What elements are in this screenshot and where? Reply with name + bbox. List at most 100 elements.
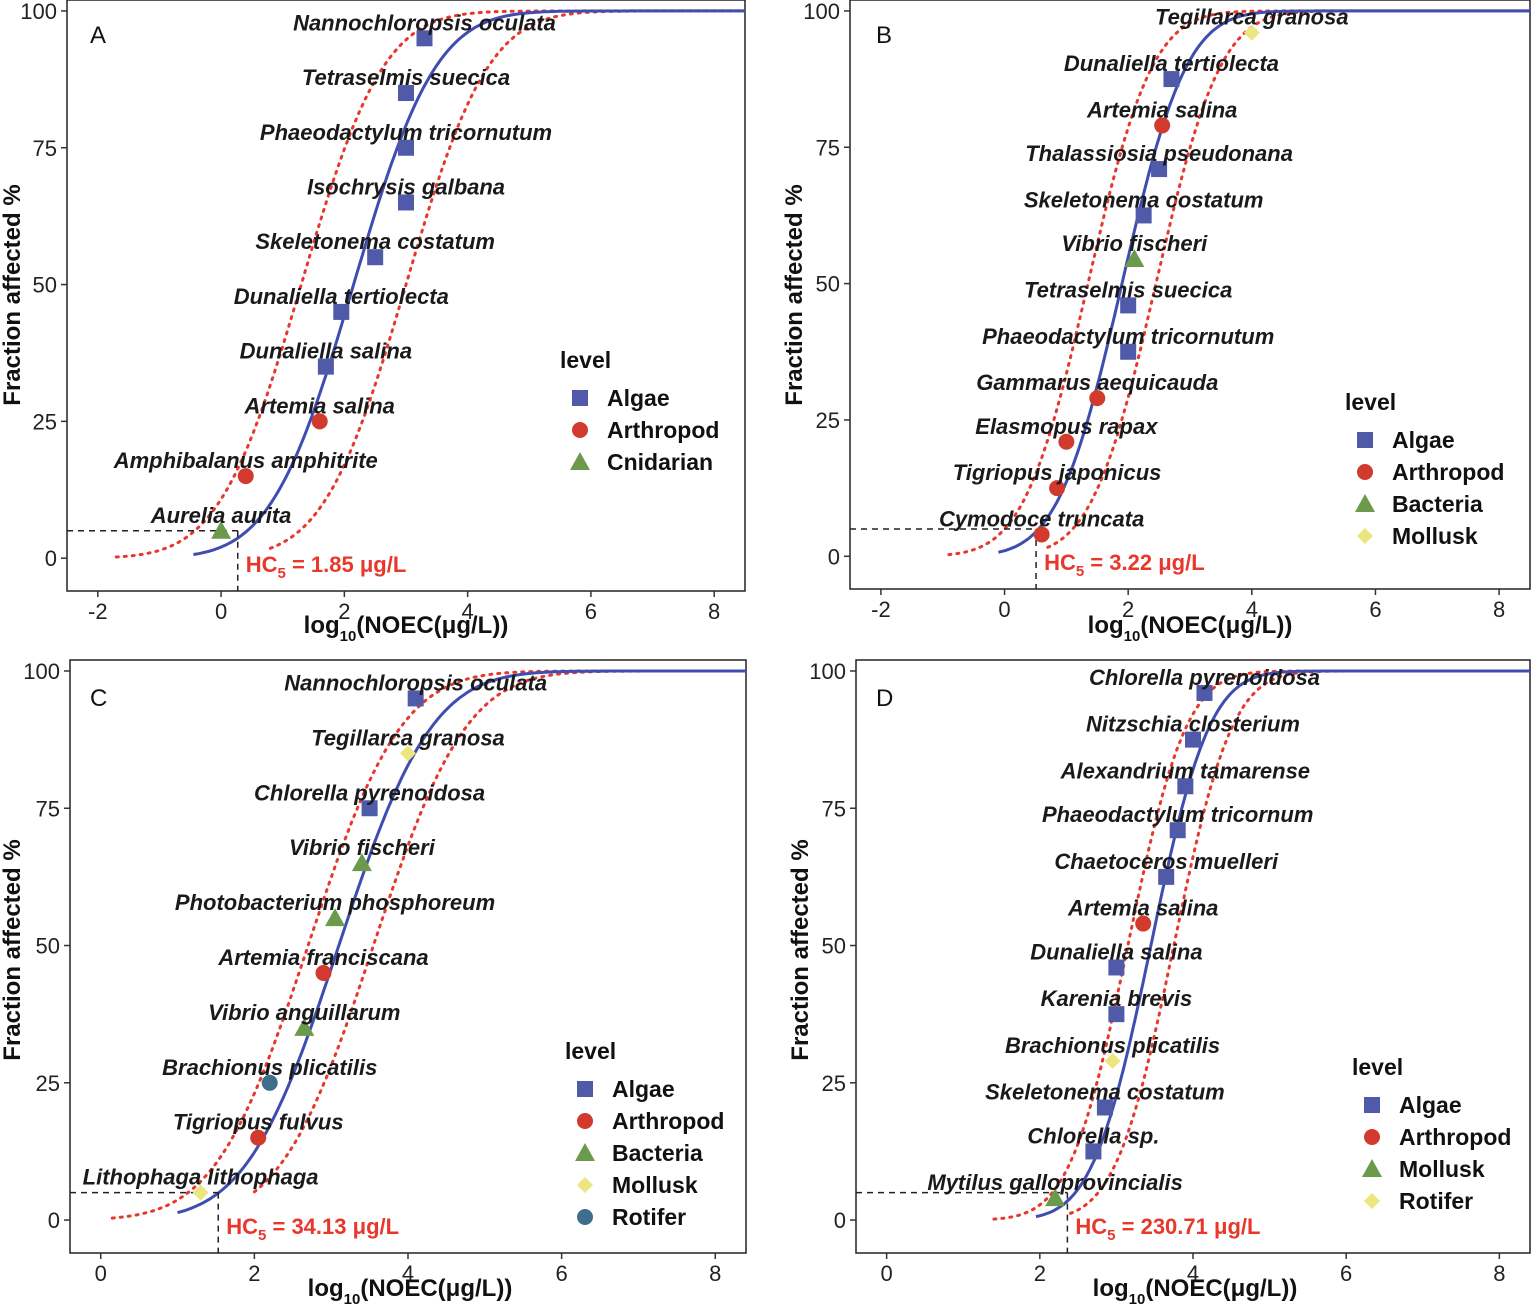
- data-point: [1108, 959, 1125, 976]
- species-label: Dunaliella salina: [240, 339, 412, 364]
- legend-label: Algae: [612, 1076, 675, 1102]
- species-label: Chlorella pyrenoidosa: [254, 780, 485, 805]
- data-point: [1045, 1188, 1066, 1207]
- curves: [992, 669, 1530, 1221]
- legend-marker: [1357, 432, 1373, 448]
- data-point: [1158, 868, 1175, 885]
- y-tick-label: 25: [33, 409, 57, 434]
- species-label: Tetraselmis suecica: [302, 65, 510, 90]
- y-tick-label: 100: [809, 659, 846, 684]
- species-label: Tigriopus fulvus: [173, 1110, 344, 1135]
- legend-label: Mollusk: [1392, 523, 1478, 549]
- legend-label: Rotifer: [612, 1204, 686, 1230]
- species-label: Thalassiosia pseudonana: [1025, 141, 1293, 166]
- x-tick-label: 0: [998, 597, 1010, 622]
- species-label: Chlorella pyrenoidosa: [1089, 665, 1320, 690]
- x-tick-label: 4: [402, 1261, 414, 1286]
- species-label: Brachionus plicatilis: [1005, 1033, 1220, 1058]
- species-label: Elasmopus rapax: [975, 414, 1158, 439]
- panel-letter: B: [876, 22, 892, 49]
- legend-label: Algae: [1392, 427, 1455, 453]
- fit-curve: [177, 669, 746, 1215]
- fit-curve: [998, 9, 1530, 554]
- data-point: [1154, 117, 1171, 134]
- plot-frame: [849, 0, 1531, 590]
- data-point: [237, 468, 254, 485]
- species-label: Artemia salina: [244, 393, 395, 418]
- species-label: Artemia franciscana: [217, 945, 428, 970]
- fit-curve: [1035, 669, 1530, 1219]
- data-point: [1120, 297, 1137, 314]
- data-point: [1104, 1052, 1121, 1069]
- data-point: [1135, 207, 1152, 224]
- hc5-label: HC5 = 3.22 μg/L: [1044, 550, 1205, 580]
- data-point: [1196, 684, 1213, 701]
- x-tick-label: 2: [1034, 1261, 1046, 1286]
- y-tick-label: 0: [48, 1208, 60, 1233]
- species-label: Aurelia aurita: [150, 503, 292, 528]
- data-point: [250, 1129, 267, 1146]
- data-point: [1058, 433, 1075, 450]
- legend-marker: [572, 422, 588, 438]
- data-point: [1049, 480, 1066, 497]
- species-label: Lithophaga lithophaga: [83, 1165, 319, 1190]
- panel-letter: D: [876, 685, 893, 712]
- species-label: Vibrio fischeri: [1061, 231, 1208, 256]
- legend-label: Arthropod: [612, 1108, 724, 1134]
- y-axis-label: Fraction affected %: [787, 839, 814, 1060]
- legend: level Algae Arthropod Mollusk Rotifer: [1352, 1054, 1511, 1214]
- species-label: Gammarus aequicauda: [976, 370, 1218, 395]
- species-label: Brachionus plicatilis: [162, 1055, 377, 1080]
- legend-marker: [1364, 1097, 1380, 1113]
- y-tick-label: 50: [36, 934, 60, 959]
- data-point: [325, 908, 346, 927]
- panel-letter: C: [90, 685, 107, 712]
- x-tick-label: 0: [881, 1261, 893, 1286]
- legend-marker: [572, 390, 588, 406]
- data-point: [333, 303, 350, 320]
- x-axis-label: log10(NOEC(μg/L)): [304, 612, 509, 645]
- x-tick-label: 0: [95, 1261, 107, 1286]
- data-point: [361, 800, 378, 817]
- data-point: [1124, 249, 1145, 268]
- legend-title: level: [1345, 389, 1396, 415]
- data-point: [367, 249, 384, 266]
- legend-marker: [1364, 1129, 1380, 1145]
- species-label: Nitzschia closterium: [1086, 712, 1300, 737]
- data-point: [1151, 161, 1168, 178]
- species-label: Karenia brevis: [1041, 986, 1193, 1011]
- data-point: [1089, 390, 1106, 407]
- species-label: Phaeodactylum tricornutum: [982, 324, 1274, 349]
- species-label: Phaeodactylum tricornum: [1042, 802, 1313, 827]
- y-tick-label: 75: [816, 135, 840, 160]
- species-label: Vibrio fischeri: [289, 835, 436, 860]
- y-tick-label: 0: [834, 1208, 846, 1233]
- legend-label: Arthropod: [1392, 459, 1504, 485]
- panel-a: 0 25 50 75 100 -2 0 2 4 6 8 Fraction affected % log1…: [0, 0, 746, 645]
- y-tick-label: 75: [822, 796, 846, 821]
- legend-marker: [577, 1209, 593, 1225]
- legend-label: Mollusk: [612, 1172, 698, 1198]
- data-point: [1185, 731, 1201, 748]
- species-label: Tegillarca granosa: [311, 725, 505, 750]
- x-tick-label: 4: [462, 599, 474, 624]
- legend-title: level: [1352, 1054, 1403, 1080]
- data-point: [400, 745, 416, 762]
- x-tick-label: 8: [1493, 1261, 1505, 1286]
- species-label: Dunaliella tertiolecta: [1064, 51, 1279, 76]
- data-point: [315, 964, 332, 981]
- species-label: Nannochloropsis oculata: [284, 670, 547, 695]
- species-label: Skeletonema costatum: [1024, 187, 1264, 212]
- data-point: [1033, 526, 1050, 543]
- y-tick-label: 25: [822, 1071, 846, 1096]
- data-point: [398, 139, 414, 156]
- species-label: Vibrio anguillarum: [208, 1000, 400, 1025]
- species-label: Amphibalanus amphitrite: [113, 448, 378, 473]
- species-label: Nannochloropsis oculata: [293, 10, 556, 35]
- species-label: Artemia salina: [1086, 97, 1237, 122]
- legend-marker: [1357, 528, 1373, 544]
- legend-label: Rotifer: [1399, 1188, 1473, 1214]
- y-tick-label: 0: [828, 544, 840, 569]
- species-label: Cymodoce truncata: [939, 506, 1144, 531]
- panel-letter: A: [90, 22, 106, 49]
